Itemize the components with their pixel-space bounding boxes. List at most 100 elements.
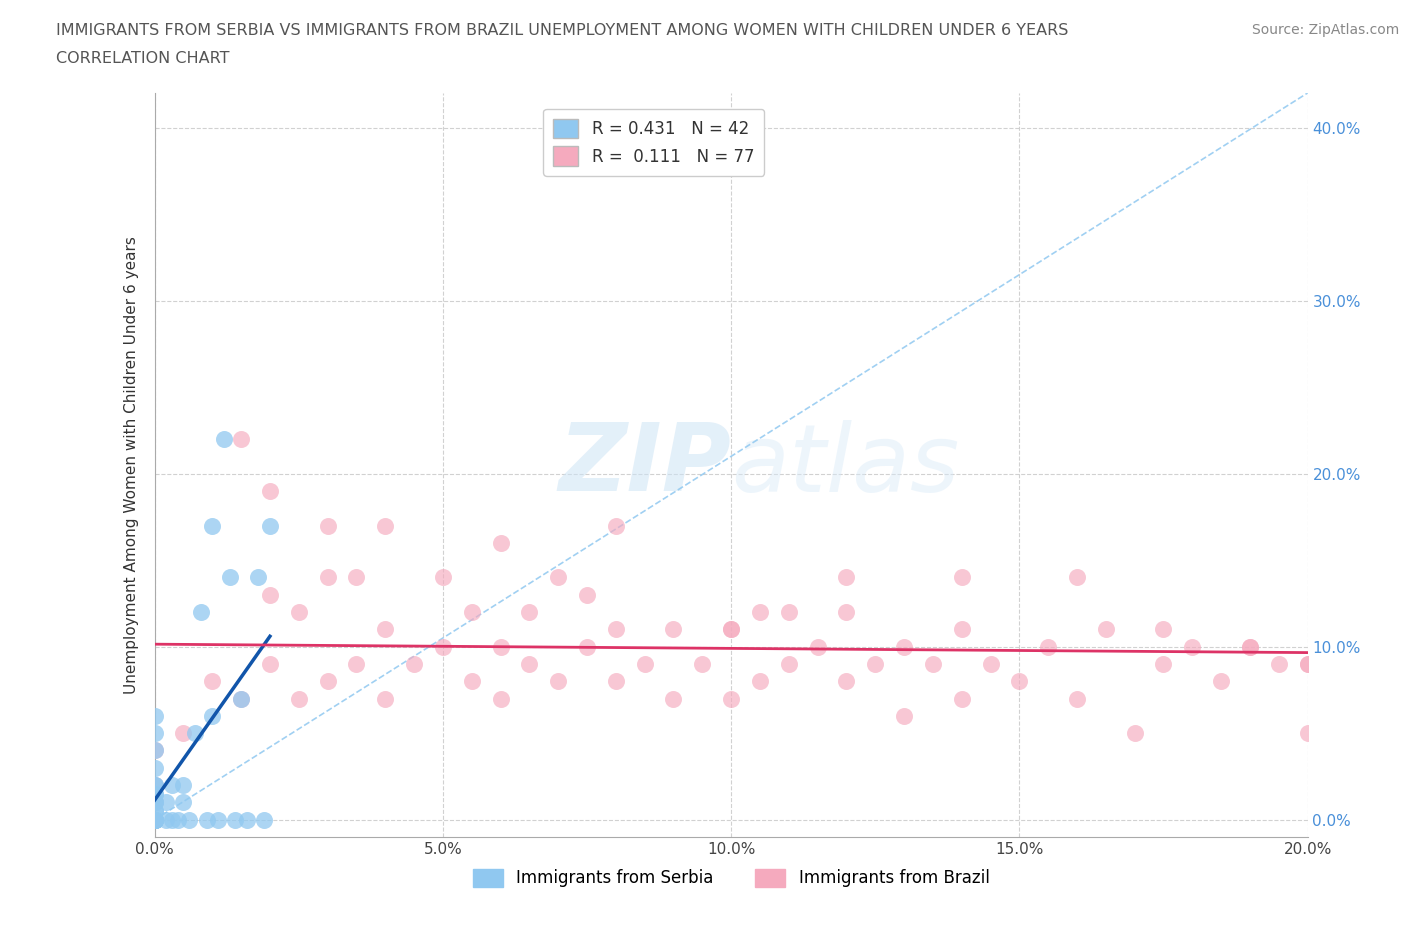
Point (748, 604, 770, 619)
Point (519, 604, 541, 619)
Point (1095, 622, 1118, 637)
Point (374, 691, 396, 706)
Point (207, 812, 229, 827)
Text: Source: ZipAtlas.com: Source: ZipAtlas.com (1251, 23, 1399, 37)
Point (1008, 674, 1031, 689)
Point (143, 795, 166, 810)
Point (143, 812, 166, 827)
Point (374, 518, 396, 533)
Point (143, 777, 166, 792)
Point (893, 709, 915, 724)
Point (143, 812, 166, 827)
Point (143, 786, 166, 801)
Point (212, 432, 235, 446)
Point (922, 657, 945, 671)
Point (1181, 639, 1204, 654)
Point (863, 657, 887, 671)
Point (950, 570, 973, 585)
Point (259, 588, 281, 603)
Point (835, 604, 858, 619)
Point (155, 812, 177, 827)
Point (460, 674, 484, 689)
Point (893, 639, 915, 654)
Point (143, 804, 166, 818)
Point (184, 725, 207, 740)
Point (1296, 657, 1319, 671)
Point (218, 570, 240, 585)
Point (316, 674, 339, 689)
Point (155, 795, 177, 810)
Point (835, 674, 858, 689)
Point (634, 657, 657, 671)
Point (1066, 691, 1088, 706)
Point (172, 725, 194, 740)
Point (224, 812, 246, 827)
Point (1038, 639, 1060, 654)
Y-axis label: Unemployment Among Women with Children Under 6 years: Unemployment Among Women with Children U… (124, 236, 139, 694)
Point (259, 657, 281, 671)
Point (143, 777, 166, 792)
Point (201, 709, 224, 724)
Point (160, 812, 183, 827)
Point (143, 777, 166, 792)
Point (259, 518, 281, 533)
Point (143, 709, 166, 724)
Point (143, 743, 166, 758)
Point (662, 622, 685, 637)
Point (692, 657, 714, 671)
Point (143, 786, 166, 801)
Text: ZIP: ZIP (558, 419, 731, 511)
Point (374, 622, 396, 637)
Legend: R = 0.431   N = 42, R =  0.111   N = 77: R = 0.431 N = 42, R = 0.111 N = 77 (544, 109, 765, 176)
Point (605, 674, 627, 689)
Point (316, 570, 339, 585)
Point (143, 743, 166, 758)
Point (778, 657, 800, 671)
Point (143, 795, 166, 810)
Point (201, 674, 224, 689)
Point (404, 657, 426, 671)
Point (143, 812, 166, 827)
Point (143, 812, 166, 827)
Point (346, 657, 368, 671)
Point (195, 812, 218, 827)
Point (231, 432, 253, 446)
Point (1123, 725, 1146, 740)
Point (1153, 622, 1175, 637)
Point (179, 812, 201, 827)
Point (231, 691, 253, 706)
Point (287, 604, 309, 619)
Point (166, 812, 188, 827)
Point (519, 657, 541, 671)
Point (287, 691, 309, 706)
Point (979, 657, 1001, 671)
Text: CORRELATION CHART: CORRELATION CHART (56, 51, 229, 66)
Point (1296, 725, 1319, 740)
Point (807, 639, 830, 654)
Point (778, 604, 800, 619)
Point (231, 691, 253, 706)
Point (460, 604, 484, 619)
Point (253, 812, 276, 827)
Point (143, 795, 166, 810)
Point (489, 536, 512, 551)
Point (143, 812, 166, 827)
Point (720, 691, 742, 706)
Point (1268, 657, 1291, 671)
Point (201, 518, 224, 533)
Point (143, 812, 166, 827)
Point (1239, 639, 1261, 654)
Point (1239, 639, 1261, 654)
Point (1296, 657, 1319, 671)
Point (236, 812, 259, 827)
Point (547, 570, 569, 585)
Point (143, 812, 166, 827)
Point (547, 674, 569, 689)
Point (662, 691, 685, 706)
Point (576, 588, 599, 603)
Text: atlas: atlas (731, 419, 959, 511)
Point (1066, 570, 1088, 585)
Point (720, 622, 742, 637)
Point (172, 795, 194, 810)
Point (143, 804, 166, 818)
